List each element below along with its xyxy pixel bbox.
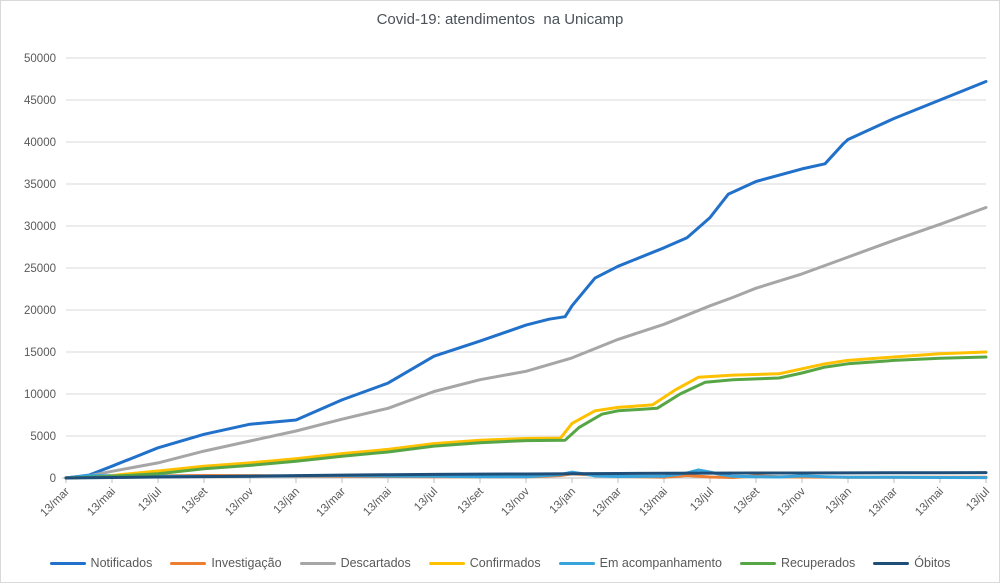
y-axis-tick-label: 50000 <box>24 53 56 65</box>
legend-swatch <box>170 561 207 565</box>
x-axis-tick-label: 13/nov <box>499 485 532 518</box>
legend-swatch <box>558 561 595 565</box>
legend-label: Investigação <box>211 556 282 570</box>
legend-item-recuperados: Recuperados <box>739 556 856 570</box>
legend-label: Confirmados <box>469 556 541 570</box>
x-axis-tick-label: 13/mar <box>866 486 900 520</box>
y-axis-tick-label: 20000 <box>24 305 56 317</box>
x-axis-tick-label: 13/jan <box>547 486 578 517</box>
legend-label: Recuperados <box>780 556 856 570</box>
legend-swatch <box>428 561 465 565</box>
legend-item-descartados: Descartados <box>299 556 411 570</box>
x-axis-tick-label: 13/mar <box>314 486 348 520</box>
x-axis-tick-label: 13/jul <box>964 486 992 514</box>
y-axis-tick-label: 10000 <box>24 389 56 401</box>
series-line--bitos <box>64 471 988 480</box>
x-axis-tick-label: 13/mai <box>637 486 670 519</box>
x-axis-tick-label: 13/mar <box>590 486 624 520</box>
x-axis-tick-label: 13/mai <box>85 486 118 519</box>
legend-label: Em acompanhamento <box>599 556 722 570</box>
legend-swatch <box>739 561 776 565</box>
legend-swatch <box>873 561 910 565</box>
series-line-confirmados <box>64 350 988 480</box>
y-axis-tick-label: 30000 <box>24 221 56 233</box>
x-axis-tick-label: 13/set <box>179 485 210 516</box>
legend-swatch <box>299 561 336 565</box>
legend-label: Notificados <box>90 556 153 570</box>
y-axis-tick-label: 5000 <box>30 431 56 443</box>
y-axis-tick-label: 40000 <box>24 137 56 149</box>
x-axis-tick-label: 13/mar <box>38 486 72 520</box>
y-axis-tick-label: 0 <box>50 473 56 485</box>
series-line-descartados <box>64 206 988 480</box>
x-axis-tick-label: 13/nov <box>223 485 256 518</box>
legend-swatch <box>49 561 86 565</box>
plot-area: 0 5000 10000 15000 20000 25000 30000 35000 40000… <box>24 53 992 520</box>
legend-item-confirmados: Confirmados <box>428 556 541 570</box>
legend-item-notificados: Notificados <box>49 556 153 570</box>
x-axis-tick-label: 13/jul <box>136 486 164 514</box>
y-axis-tick-label: 25000 <box>24 263 56 275</box>
legend-label: Óbitos <box>914 556 951 570</box>
legend-item-investiga-o: Investigação <box>170 556 282 570</box>
x-axis-tick-label: 13/jan <box>271 486 302 517</box>
chart-legend: Notificados Investigação Descartados Confir… <box>1 556 999 570</box>
x-axis-tick-label: 13/jul <box>412 486 440 514</box>
x-axis-tick-label: 13/set <box>455 485 486 516</box>
y-axis-tick-label: 45000 <box>24 95 56 107</box>
x-axis-tick-label: 13/set <box>731 485 762 516</box>
x-axis-tick-label: 13/mai <box>913 486 946 519</box>
chart-title: Covid-19: atendimentos na Unicamp <box>376 11 624 28</box>
y-axis-tick-label: 35000 <box>24 179 56 191</box>
y-axis-tick-label: 15000 <box>24 347 56 359</box>
legend-item--bitos: Óbitos <box>873 556 950 570</box>
x-axis-tick-label: 13/nov <box>775 485 808 518</box>
legend-item-em-acompanhamento: Em acompanhamento <box>558 556 722 570</box>
series-line-recuperados <box>64 355 988 480</box>
x-axis-tick-label: 13/mai <box>361 486 394 519</box>
x-axis-tick-label: 13/jan <box>823 486 854 517</box>
legend-label: Descartados <box>340 556 411 570</box>
x-axis-tick-label: 13/jul <box>688 486 716 514</box>
series-line-notificados <box>64 80 988 480</box>
